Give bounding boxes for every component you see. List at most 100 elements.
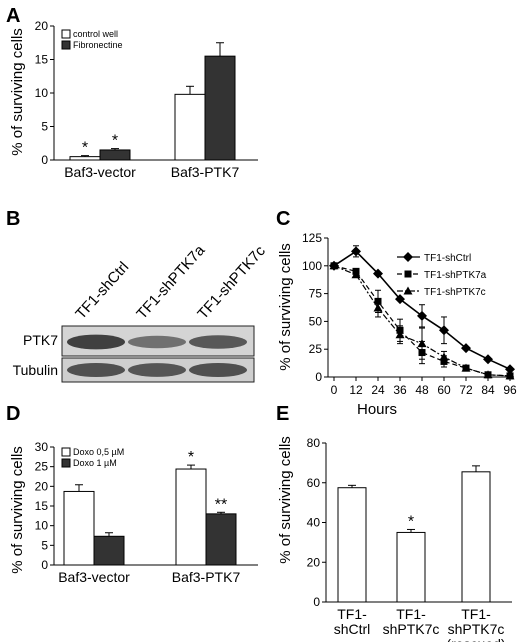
panel-c-line-chart: % of surviving cells Hours 0 25 50 75 100 125… (277, 231, 517, 418)
e-ytick-label: 80 (307, 436, 321, 450)
c-ytick-label: 25 (309, 342, 323, 356)
d-ytick-label: 25 (35, 460, 49, 474)
c-marker-diamond (439, 325, 449, 336)
a-legend-label: control well (73, 29, 118, 39)
c-marker-triangle (417, 339, 427, 348)
panel-label-a: A (6, 5, 20, 27)
c-xtick-label: 72 (459, 383, 473, 397)
blot-band (128, 363, 186, 377)
a-legend-label: Fibronectine (73, 40, 123, 50)
a-ytick-label: 5 (41, 120, 48, 134)
a-ytick-label: 0 (41, 153, 48, 167)
c-marker-triangle (483, 370, 493, 379)
e-category-label: TF1- (337, 606, 367, 622)
blot-band (189, 363, 247, 377)
c-ytick-label: 0 (315, 370, 322, 384)
panel-b-western-blot: TF1-shCtrl TF1-shPTK7aTF1-shPTK7cPTK7Tubu… (13, 241, 269, 383)
a-ytick-label: 20 (35, 19, 49, 33)
a-significance-mark: * (112, 133, 118, 150)
c-marker-diamond (403, 252, 413, 262)
panel-label-c: C (276, 208, 290, 230)
e-bar (396, 531, 426, 603)
a-bar (174, 93, 206, 161)
e-category-label: TF1- (396, 606, 426, 622)
d-significance-mark: ** (215, 496, 227, 513)
c-xtick-label: 0 (331, 383, 338, 397)
blot-band (189, 335, 247, 349)
e-significance-mark: * (408, 513, 414, 530)
panel-c-xlabel: Hours (357, 401, 397, 418)
e-ytick-label: 20 (307, 555, 321, 569)
c-marker-diamond (461, 343, 471, 354)
a-category-label: Baf3-vector (64, 164, 136, 180)
c-legend-label: TF1-shPTK7c (424, 287, 486, 298)
c-legend-label: TF1-shCtrl (424, 253, 471, 264)
c-marker-diamond (505, 364, 515, 375)
e-category-label: shPTK7c (383, 621, 440, 637)
e-ytick-label: 0 (313, 595, 320, 609)
d-legend-label: Doxo 1 µM (73, 458, 117, 468)
c-marker-triangle (351, 270, 361, 279)
d-legend-swatch (61, 447, 71, 457)
panel-a-ylabel: % of surviving cells (9, 28, 26, 156)
c-xtick-label: 96 (503, 383, 517, 397)
d-ytick-label: 15 (35, 499, 49, 513)
d-ytick-label: 30 (35, 440, 49, 454)
c-series-line (333, 265, 511, 377)
panel-d-ylabel: % of surviving cells (9, 446, 26, 574)
panel-label-d: D (6, 403, 20, 425)
d-bar (63, 490, 95, 566)
d-bar (175, 468, 207, 566)
d-ytick-label: 10 (35, 519, 49, 533)
d-ytick-label: 0 (41, 558, 48, 572)
a-legend-swatch (61, 40, 71, 50)
c-marker-triangle (329, 261, 339, 270)
c-marker-triangle (505, 371, 515, 380)
c-legend-label: TF1-shPTK7a (424, 270, 487, 281)
a-ytick-label: 10 (35, 86, 49, 100)
a-significance-mark: * (82, 140, 88, 157)
a-bar (69, 156, 101, 161)
c-marker-diamond (417, 310, 427, 321)
c-marker-triangle (461, 363, 471, 372)
c-ytick-label: 100 (302, 259, 322, 273)
c-xtick-label: 24 (371, 383, 385, 397)
d-legend-label: Doxo 0,5 µM (73, 447, 124, 457)
e-ytick-label: 40 (307, 516, 321, 530)
panel-d-bar-chart: % of surviving cells 0 5 10 15 20 25 30 Baf3-ve… (9, 440, 258, 585)
blot-band (128, 335, 186, 349)
c-ytick-label: 75 (309, 287, 323, 301)
d-category-label: Baf3-vector (58, 569, 130, 585)
c-xtick-label: 12 (349, 383, 363, 397)
a-bar (99, 149, 131, 161)
d-bar (205, 513, 237, 566)
panel-label-e: E (276, 403, 289, 425)
panel-a-bar-chart: % of surviving cells 0 5 10 15 20 * * Baf3-vect… (9, 19, 258, 180)
blot-row-label: Tubulin (13, 362, 58, 378)
a-bar (204, 55, 236, 161)
c-marker-diamond (395, 294, 405, 305)
a-ytick-label: 15 (35, 53, 49, 67)
c-marker-triangle (439, 352, 449, 361)
c-marker-diamond (351, 246, 361, 257)
c-marker-triangle (373, 303, 383, 312)
e-bar (461, 471, 491, 603)
blot-band (67, 334, 125, 350)
c-xtick-label: 48 (415, 383, 429, 397)
d-bar (93, 535, 125, 566)
a-legend-swatch (61, 29, 71, 39)
c-marker-diamond (483, 354, 493, 365)
blot-row-label: PTK7 (23, 332, 58, 348)
e-category-label: shCtrl (334, 621, 371, 637)
d-ytick-label: 5 (41, 538, 48, 552)
d-significance-mark: * (188, 449, 194, 466)
d-legend-swatch (61, 458, 71, 468)
c-marker-triangle (403, 286, 413, 295)
a-category-label: Baf3-PTK7 (171, 164, 240, 180)
blot-band (67, 363, 125, 377)
e-category-label: (rescued) (446, 636, 505, 642)
d-ytick-label: 20 (35, 479, 49, 493)
c-xtick-label: 36 (393, 383, 407, 397)
panel-label-b: B (6, 208, 20, 230)
